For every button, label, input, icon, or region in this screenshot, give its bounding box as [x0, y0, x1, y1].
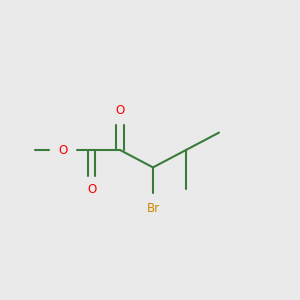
Text: O: O	[116, 103, 124, 117]
Ellipse shape	[111, 103, 129, 117]
Text: O: O	[87, 183, 96, 196]
Ellipse shape	[82, 183, 101, 197]
Text: Br: Br	[146, 202, 160, 215]
Ellipse shape	[54, 143, 72, 157]
Text: O: O	[58, 143, 68, 157]
Ellipse shape	[140, 198, 166, 219]
